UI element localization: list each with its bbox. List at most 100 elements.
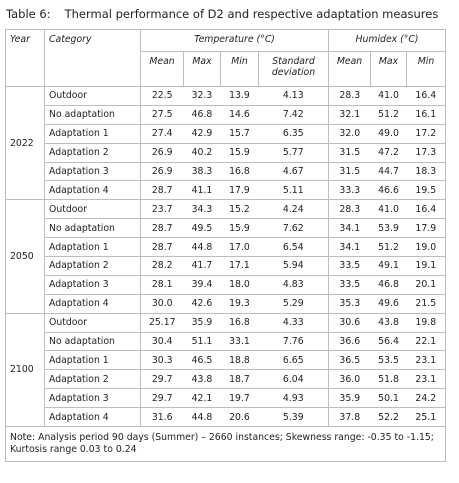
value-cell: 18.7 — [220, 369, 259, 390]
value-cell: 51.2 — [370, 104, 407, 125]
category-cell: Adaptation 3 — [44, 161, 141, 182]
value-cell: 5.39 — [258, 407, 329, 428]
table-row: Adaptation 1 27.4 42.9 15.7 6.35 32.0 49.0 17.2 — [6, 123, 447, 144]
value-cell: 29.7 — [140, 369, 184, 390]
value-cell: 17.1 — [220, 256, 259, 276]
value-cell: 32.3 — [183, 86, 221, 106]
value-cell: 51.1 — [183, 331, 221, 352]
category-cell: No adaptation — [44, 331, 141, 352]
value-cell: 7.42 — [258, 104, 329, 125]
value-cell: 19.0 — [406, 237, 447, 258]
table-row: No adaptation 30.4 51.1 33.1 7.76 36.6 56.4 22.… — [6, 331, 447, 352]
category-cell: Adaptation 3 — [44, 388, 141, 409]
table-row: Adaptation 1 28.7 44.8 17.0 6.54 34.1 51.2 19.0 — [6, 237, 447, 258]
header-sub: Mean — [328, 51, 372, 87]
value-cell: 30.6 — [328, 312, 371, 333]
value-cell: 16.1 — [406, 104, 447, 125]
value-cell: 16.8 — [220, 161, 259, 182]
value-cell: 19.1 — [406, 256, 447, 276]
value-cell: 22.5 — [140, 86, 184, 106]
table-row: 2100 Outdoor 25.17 35.9 16.8 4.33 30.6 43.8 19.8 — [5, 312, 447, 428]
header-temperature: Temperature (°C) — [139, 29, 330, 52]
value-cell: 27.5 — [140, 104, 184, 125]
value-cell: 5.29 — [258, 293, 329, 314]
value-cell: 35.9 — [328, 388, 371, 409]
value-cell: 40.2 — [183, 142, 221, 163]
category-cell: Adaptation 4 — [44, 407, 141, 428]
header-sub: Mean — [140, 51, 184, 87]
category-cell: Outdoor — [44, 86, 141, 106]
value-cell: 4.24 — [258, 199, 329, 220]
value-cell: 24.2 — [406, 388, 447, 409]
value-cell: 22.1 — [406, 331, 447, 352]
value-cell: 5.11 — [258, 180, 329, 201]
value-cell: 19.3 — [220, 293, 259, 314]
value-cell: 7.76 — [258, 331, 329, 352]
value-cell: 31.6 — [140, 407, 184, 428]
value-cell: 49.5 — [183, 218, 221, 239]
value-cell: 18.3 — [406, 161, 447, 182]
value-cell: 23.1 — [406, 369, 447, 390]
value-cell: 18.8 — [220, 350, 259, 371]
value-cell: 46.8 — [183, 104, 221, 125]
value-cell: 7.62 — [258, 218, 329, 239]
category-cell: No adaptation — [44, 218, 141, 239]
value-cell: 31.5 — [328, 161, 371, 182]
value-cell: 18.0 — [220, 274, 259, 295]
category-cell: Adaptation 4 — [44, 293, 141, 314]
value-cell: 28.2 — [140, 256, 184, 276]
year-cell: 2022 — [5, 85, 45, 201]
value-cell: 31.5 — [328, 142, 371, 163]
header-year: Year — [5, 29, 45, 87]
value-cell: 25.1 — [406, 407, 447, 428]
value-cell: 4.93 — [258, 388, 329, 409]
title-text: Thermal performance of D2 and respective… — [64, 7, 439, 21]
header-sub: Max — [370, 51, 408, 87]
value-cell: 20.6 — [220, 407, 259, 428]
value-cell: 16.8 — [220, 312, 259, 333]
category-cell: Outdoor — [44, 199, 141, 220]
value-cell: 34.1 — [328, 218, 371, 239]
category-cell: Adaptation 2 — [44, 142, 141, 163]
category-cell: Outdoor — [44, 312, 141, 333]
value-cell: 39.4 — [183, 274, 221, 295]
table-row: No adaptation 28.7 49.5 15.9 7.62 34.1 53.9 17.… — [6, 218, 447, 239]
value-cell: 44.8 — [183, 407, 221, 428]
category-cell: No adaptation — [44, 104, 141, 125]
value-cell: 32.0 — [328, 123, 371, 144]
value-cell: 6.65 — [258, 350, 329, 371]
value-cell: 29.7 — [140, 388, 184, 409]
value-cell: 41.0 — [370, 199, 407, 220]
value-cell: 4.83 — [258, 274, 329, 295]
value-cell: 46.5 — [183, 350, 221, 371]
value-cell: 32.1 — [328, 104, 371, 125]
value-cell: 17.9 — [406, 218, 447, 239]
value-cell: 17.2 — [406, 123, 447, 144]
value-cell: 23.1 — [406, 350, 447, 371]
title-label: Table 6: — [6, 7, 51, 21]
header-humidex: Humidex (°C) — [328, 29, 447, 52]
value-cell: 41.0 — [370, 86, 407, 106]
value-cell: 49.1 — [370, 256, 407, 276]
header-category: Category — [44, 29, 141, 87]
value-cell: 13.9 — [220, 86, 259, 106]
year-cell: 2050 — [5, 199, 45, 314]
value-cell: 4.13 — [258, 86, 329, 106]
value-cell: 28.1 — [140, 274, 184, 295]
category-cell: Adaptation 2 — [44, 256, 141, 276]
table-note: Note: Analysis period 90 days (Summer) –… — [4, 426, 447, 463]
value-cell: 38.3 — [183, 161, 221, 182]
value-cell: 4.67 — [258, 161, 329, 182]
value-cell: 28.7 — [140, 180, 184, 201]
value-cell: 21.5 — [406, 293, 447, 314]
value-cell: 30.4 — [140, 331, 184, 352]
year-cell: 2100 — [5, 312, 45, 428]
value-cell: 36.5 — [328, 350, 371, 371]
value-cell: 25.17 — [140, 312, 184, 333]
value-cell: 33.1 — [220, 331, 259, 352]
table-row: Adaptation 3 29.7 42.1 19.7 4.93 35.9 50.1 24.2 — [6, 388, 447, 409]
value-cell: 19.7 — [220, 388, 259, 409]
value-cell: 50.1 — [370, 388, 407, 409]
value-cell: 23.7 — [140, 199, 184, 220]
